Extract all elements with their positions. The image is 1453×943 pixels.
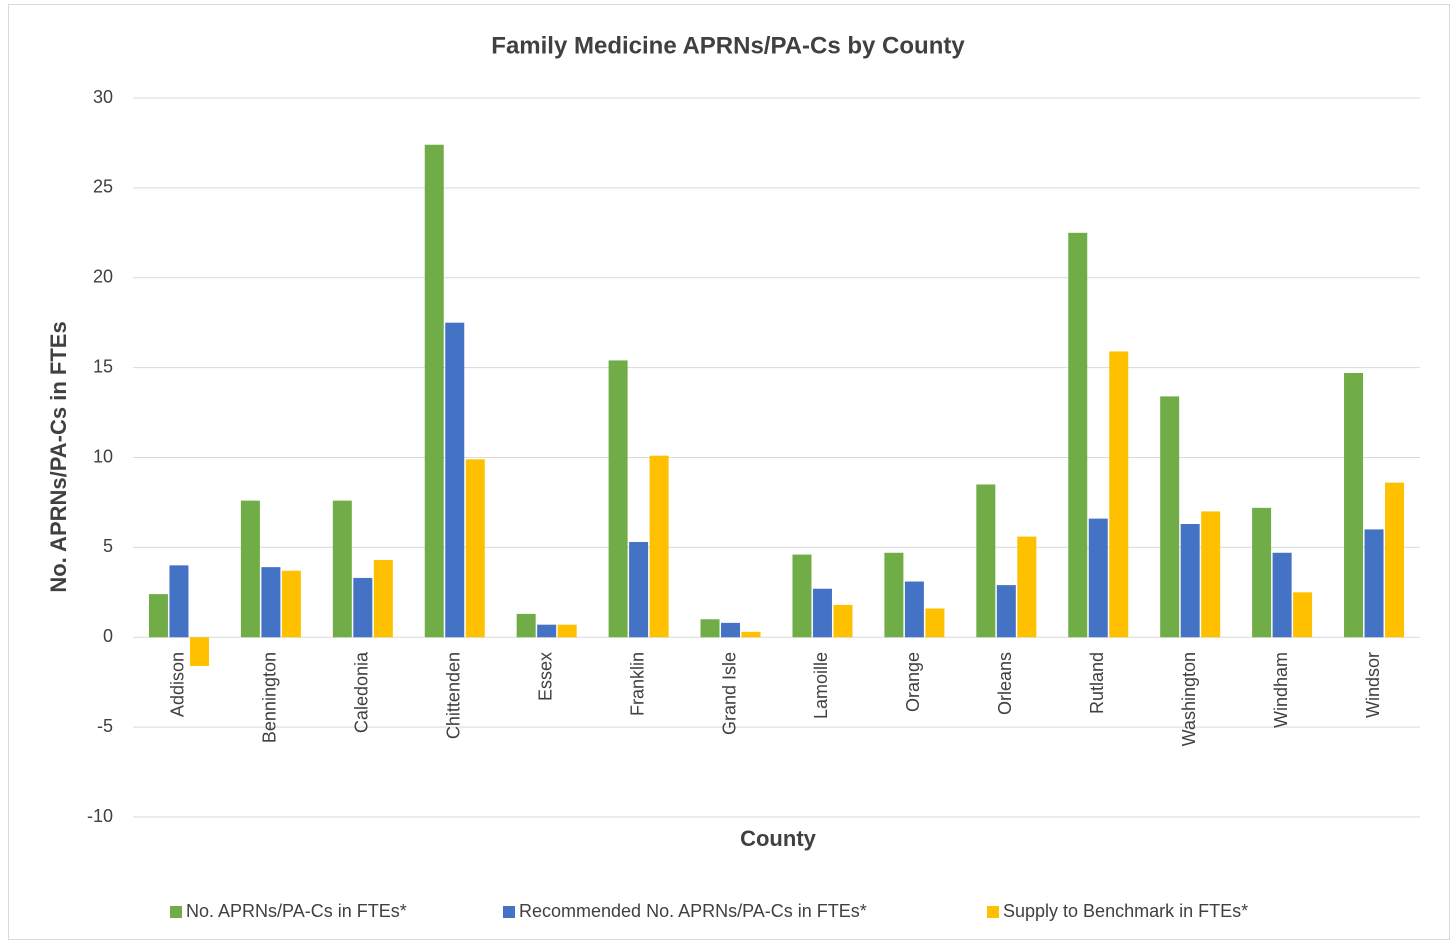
bar xyxy=(608,360,628,638)
x-tick-label: Washington xyxy=(1179,652,1199,746)
bar xyxy=(445,322,465,638)
bar xyxy=(812,588,832,638)
y-tick-label: 20 xyxy=(93,267,113,287)
bar xyxy=(1109,351,1129,638)
x-tick-label: Franklin xyxy=(627,652,647,716)
x-tick-label: Chittenden xyxy=(444,652,464,739)
bar xyxy=(1344,373,1364,638)
x-tick-label: Rutland xyxy=(1087,652,1107,714)
legend-label: Recommended No. APRNs/PA-Cs in FTEs* xyxy=(519,901,867,921)
y-tick-label: 10 xyxy=(93,446,113,466)
bar xyxy=(976,484,996,638)
bar xyxy=(537,624,557,638)
legend-label: No. APRNs/PA-Cs in FTEs* xyxy=(186,901,407,921)
bar xyxy=(1272,552,1292,638)
y-tick-label: -10 xyxy=(87,806,113,826)
x-tick-label: Addison xyxy=(168,652,188,717)
x-tick-label: Caledonia xyxy=(352,651,372,733)
legend-swatch xyxy=(987,906,999,918)
bar xyxy=(1180,524,1200,638)
chart-title: Family Medicine APRNs/PA-Cs by County xyxy=(491,32,965,59)
bar xyxy=(1364,529,1384,638)
bar xyxy=(833,604,853,638)
bar xyxy=(281,570,301,638)
bar xyxy=(629,541,649,638)
y-tick-label: 0 xyxy=(103,626,113,646)
bar xyxy=(240,500,260,638)
y-axis-title: No. APRNs/PA-Cs in FTEs xyxy=(46,321,71,592)
y-tick-label: 30 xyxy=(93,87,113,107)
bar xyxy=(332,500,352,638)
legend-swatch xyxy=(503,906,515,918)
bar xyxy=(1017,536,1037,638)
bar xyxy=(792,554,812,638)
bar xyxy=(465,459,485,638)
bar xyxy=(373,559,393,638)
bar xyxy=(1160,396,1180,638)
x-axis-title: County xyxy=(740,826,817,851)
chart-border xyxy=(8,4,1450,940)
bar xyxy=(189,637,209,667)
x-tick-label: Windham xyxy=(1271,652,1291,728)
bar xyxy=(649,455,669,638)
bar xyxy=(904,581,924,638)
x-tick-label: Orange xyxy=(903,652,923,712)
x-tick-label: Grand Isle xyxy=(719,652,739,735)
bar xyxy=(925,608,945,638)
y-tick-label: 15 xyxy=(93,356,113,376)
x-tick-label: Lamoille xyxy=(811,652,831,719)
bar xyxy=(169,565,189,638)
bar xyxy=(741,631,761,638)
bar xyxy=(557,624,577,638)
y-tick-label: 5 xyxy=(103,536,113,556)
x-tick-label: Bennington xyxy=(260,652,280,743)
bar xyxy=(1252,507,1272,638)
y-tick-label: 25 xyxy=(93,177,113,197)
bar xyxy=(996,585,1016,638)
bar xyxy=(700,619,720,638)
bar xyxy=(884,552,904,638)
bar xyxy=(148,594,168,638)
bar xyxy=(516,613,536,638)
legend-swatch xyxy=(170,906,182,918)
bar xyxy=(1293,592,1313,638)
bar xyxy=(424,144,444,638)
legend-label: Supply to Benchmark in FTEs* xyxy=(1003,901,1248,921)
bar xyxy=(1068,232,1088,638)
x-tick-label: Orleans xyxy=(995,652,1015,715)
bar xyxy=(1088,518,1108,638)
y-tick-label: -5 xyxy=(97,716,113,736)
bar xyxy=(1385,482,1405,638)
bar xyxy=(721,622,741,638)
bar xyxy=(1201,511,1221,638)
bar xyxy=(261,567,281,638)
x-tick-label: Essex xyxy=(535,652,555,701)
bar xyxy=(353,577,373,638)
x-tick-label: Windsor xyxy=(1363,652,1383,718)
